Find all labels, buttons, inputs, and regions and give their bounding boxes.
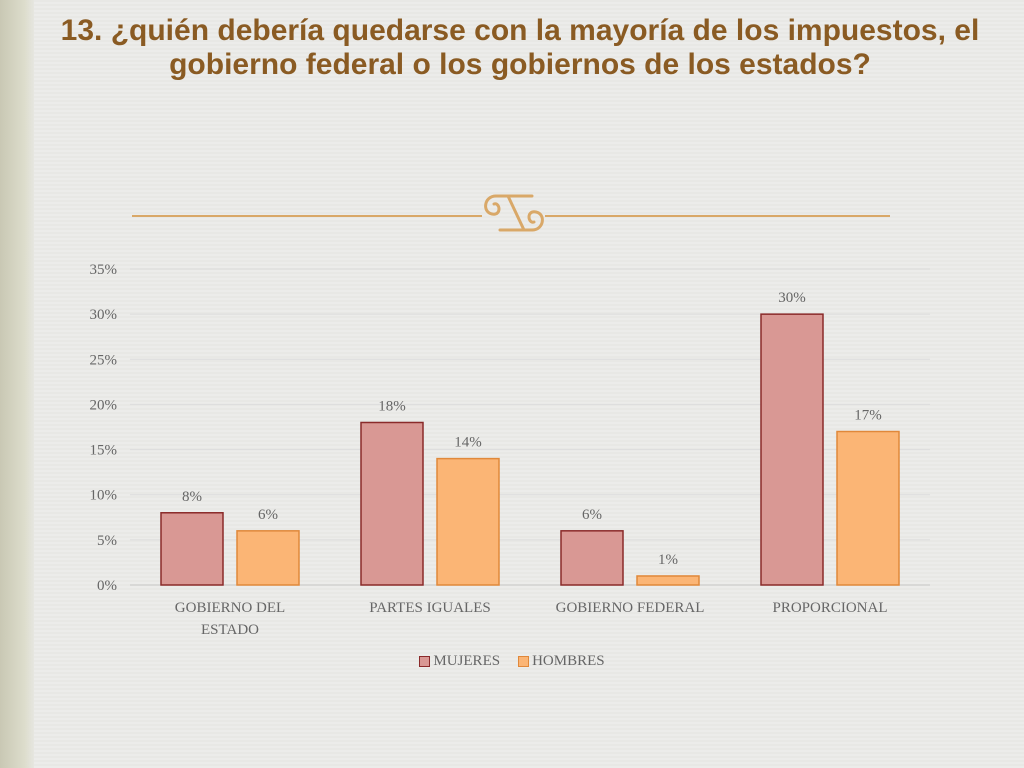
bar-mujeres — [760, 313, 824, 586]
bar-mujeres — [160, 512, 224, 586]
data-label: 18% — [378, 398, 406, 414]
y-tick-label: 20% — [90, 397, 118, 413]
bar-hombres — [436, 457, 500, 586]
legend-swatch — [419, 656, 431, 667]
side-strip — [0, 0, 34, 768]
ornament-line-left — [132, 215, 482, 217]
y-tick-label: 30% — [90, 307, 118, 323]
data-label: 17% — [854, 408, 882, 424]
chart-legend: MUJERES HOMBRES — [0, 653, 1024, 672]
category-label: GOBIERNO DEL ESTADO — [175, 600, 285, 638]
y-tick-label: 10% — [90, 488, 118, 504]
bar-hombres — [836, 430, 900, 586]
y-tick-label: 5% — [97, 533, 117, 549]
y-tick-label: 35% — [90, 262, 118, 278]
slide-title: 13. ¿quién debería quedarse con la mayor… — [60, 14, 980, 81]
data-label: 6% — [258, 507, 278, 523]
legend-swatch — [518, 656, 530, 667]
bar-hombres — [236, 530, 300, 586]
data-label: 14% — [454, 435, 482, 451]
data-label: 1% — [658, 552, 678, 568]
bar-mujeres — [560, 530, 624, 586]
category-label: PROPORCIONAL — [772, 600, 887, 616]
data-label: 30% — [778, 290, 806, 306]
legend-label: MUJERES — [433, 653, 501, 669]
y-tick-label: 0% — [97, 578, 117, 594]
y-tick-label: 15% — [90, 443, 118, 459]
data-label: 6% — [582, 507, 602, 523]
y-tick-label: 25% — [90, 352, 118, 368]
bar-hombres — [636, 575, 700, 586]
ornament-line-right — [545, 215, 890, 217]
category-label: PARTES IGUALES — [369, 600, 490, 616]
legend-label: HOMBRES — [532, 653, 605, 669]
slide-background — [34, 0, 1024, 768]
category-label: GOBIERNO FEDERAL — [556, 600, 705, 616]
legend-item-hombres: HOMBRES — [518, 653, 605, 670]
scroll-ornament-icon — [484, 194, 544, 232]
bar-mujeres — [360, 421, 424, 586]
data-label: 8% — [182, 489, 202, 505]
legend-item-mujeres: MUJERES — [419, 653, 500, 670]
